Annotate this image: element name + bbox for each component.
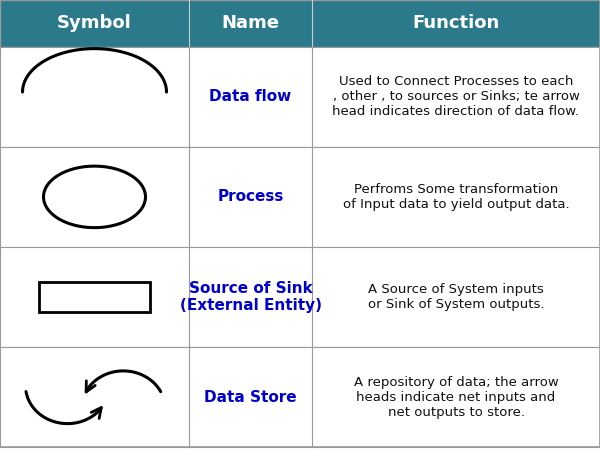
Bar <box>0 247 600 347</box>
Text: Data flow: Data flow <box>209 89 292 104</box>
Text: Source of Sink
(External Entity): Source of Sink (External Entity) <box>179 281 322 313</box>
Bar <box>0 347 600 447</box>
Text: A Source of System inputs
or Sink of System outputs.: A Source of System inputs or Sink of Sys… <box>368 283 544 311</box>
Text: Name: Name <box>221 14 280 32</box>
Bar <box>0 147 600 247</box>
Text: Data Store: Data Store <box>204 390 297 405</box>
Text: Symbol: Symbol <box>57 14 132 32</box>
Text: Perfroms Some transformation
of Input data to yield output data.: Perfroms Some transformation of Input da… <box>343 183 569 211</box>
Bar <box>0 0 600 47</box>
Bar <box>39 282 150 312</box>
Text: Process: Process <box>217 189 284 205</box>
Bar <box>0 47 600 147</box>
Text: Function: Function <box>412 14 500 32</box>
Text: Used to Connect Processes to each
, other , to sources or Sinks; te arrow
head i: Used to Connect Processes to each , othe… <box>332 75 580 118</box>
Text: A repository of data; the arrow
heads indicate net inputs and
net outputs to sto: A repository of data; the arrow heads in… <box>353 376 559 419</box>
